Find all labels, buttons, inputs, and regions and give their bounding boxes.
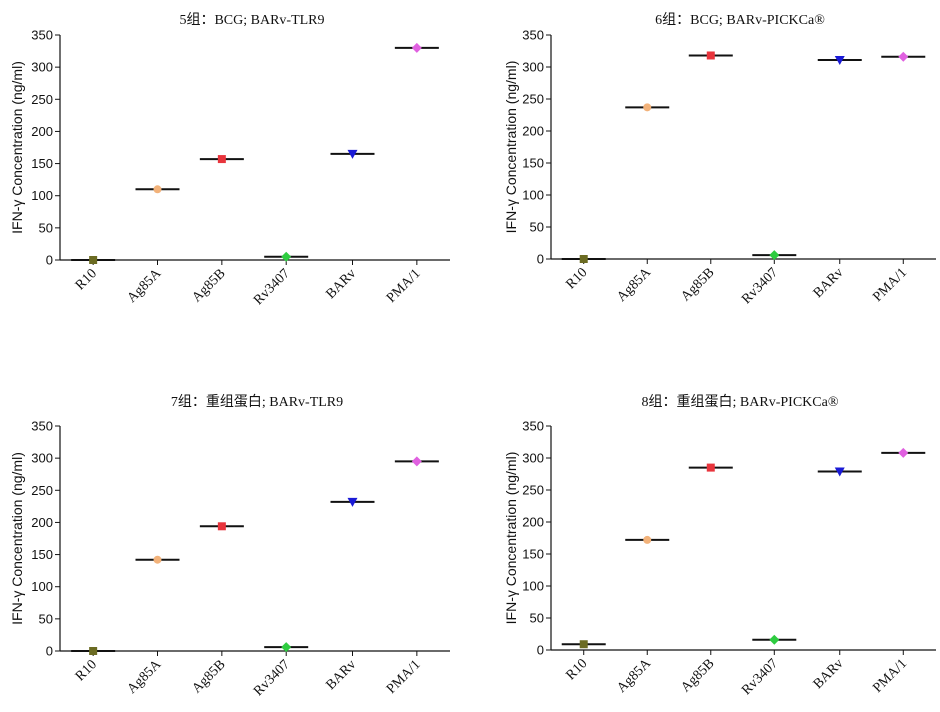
data-point	[217, 522, 226, 531]
x-tick-label: BARv	[323, 657, 359, 693]
y-axis-label: IFN-γ Concentration (ng/ml)	[9, 61, 25, 234]
x-tick-label: Ag85B	[189, 657, 228, 696]
y-tick-label: 300	[522, 451, 544, 466]
data-point	[834, 467, 845, 477]
y-tick-label: 0	[46, 253, 53, 268]
data-point	[411, 42, 422, 53]
data-point	[769, 634, 780, 645]
y-tick-label: 150	[522, 547, 544, 562]
y-axis-label: IFN-γ Concentration (ng/ml)	[9, 452, 25, 625]
x-tick-label: Rv3407	[251, 657, 293, 699]
x-tick-label: R10	[73, 657, 100, 684]
x-tick-label: Ag85A	[614, 265, 654, 305]
x-tick-label: PMA/1	[384, 266, 424, 306]
data-point	[89, 647, 98, 655]
data-point	[769, 250, 780, 261]
chart-panel-3: 7组：重组蛋白; BARv-TLR9 0 50 100 150 200 250 300 350 I…	[9, 394, 450, 699]
y-tick-label: 250	[31, 92, 53, 107]
y-tick-label: 250	[31, 483, 53, 498]
x-tick-label: Rv3407	[251, 266, 293, 308]
x-tick-label: R10	[563, 265, 590, 292]
chart-title: 8组：重组蛋白; BARv-PICKCa®	[642, 394, 839, 410]
x-tick-label: BARv	[811, 265, 847, 301]
y-tick-label: 50	[530, 611, 544, 626]
y-tick-label: 300	[31, 451, 53, 466]
chart-title: 6组：BCG; BARv-PICKCa®	[655, 12, 825, 28]
x-tick-label: Ag85B	[189, 266, 228, 305]
y-tick-label: 150	[31, 156, 53, 171]
data-point	[579, 640, 588, 649]
data-point	[153, 555, 162, 564]
x-tick-label: BARv	[811, 656, 847, 692]
y-tick-label: 350	[31, 419, 53, 434]
y-tick-label: 100	[31, 188, 53, 203]
data-point	[579, 255, 588, 263]
y-tick-label: 100	[522, 579, 544, 594]
y-tick-label: 50	[39, 220, 53, 235]
y-tick-label: 250	[522, 483, 544, 498]
y-tick-label: 100	[522, 188, 544, 203]
y-axis-label: IFN-γ Concentration (ng/ml)	[503, 61, 519, 234]
y-tick-label: 50	[39, 611, 53, 626]
x-tick-label: PMA/1	[384, 657, 424, 697]
y-tick-label: 200	[522, 124, 544, 139]
data-point	[643, 535, 652, 544]
x-tick-label: PMA/1	[870, 656, 910, 696]
y-tick-label: 0	[537, 643, 544, 658]
x-tick-label: Ag85A	[614, 656, 654, 696]
y-tick-label: 0	[46, 644, 53, 659]
y-axis-label: IFN-γ Concentration (ng/ml)	[503, 452, 519, 625]
x-tick-label: PMA/1	[870, 265, 910, 305]
x-tick-label: R10	[73, 266, 100, 293]
data-point	[347, 497, 358, 507]
data-point	[706, 463, 715, 472]
x-tick-label: Ag85A	[125, 266, 165, 306]
chart-title: 5组：BCG; BARv-TLR9	[179, 12, 324, 28]
y-tick-label: 200	[31, 124, 53, 139]
data-point	[89, 256, 98, 264]
y-tick-label: 200	[522, 515, 544, 530]
y-tick-label: 250	[522, 92, 544, 107]
data-point	[643, 103, 652, 112]
chart-panel-2: 6组：BCG; BARv-PICKCa® 0 50 100 150 200 250 300 35…	[503, 12, 936, 307]
x-tick-label: BARv	[323, 266, 359, 302]
chart-title: 7组：重组蛋白; BARv-TLR9	[171, 394, 343, 410]
data-point	[217, 155, 226, 164]
x-tick-label: Ag85A	[125, 657, 165, 697]
x-tick-label: Ag85B	[678, 656, 717, 695]
y-tick-label: 200	[31, 515, 53, 530]
data-point	[834, 55, 845, 65]
data-point	[347, 149, 358, 159]
y-tick-label: 350	[522, 28, 544, 43]
y-tick-label: 0	[537, 252, 544, 267]
y-tick-label: 50	[530, 220, 544, 235]
y-tick-label: 150	[522, 156, 544, 171]
data-point	[281, 642, 292, 653]
y-tick-label: 350	[31, 28, 53, 43]
data-point	[281, 251, 292, 262]
x-tick-label: R10	[563, 656, 590, 683]
data-point	[411, 456, 422, 467]
data-point	[153, 185, 162, 194]
chart-panel-4: 8组：重组蛋白; BARv-PICKCa® 0 50 100 150 200 250 300 3…	[503, 394, 936, 698]
chart-panel-1: 5组：BCG; BARv-TLR9 0 50 100 150 200 250 300 350 IF…	[9, 12, 450, 308]
data-point	[898, 51, 909, 62]
y-tick-label: 150	[31, 547, 53, 562]
y-tick-label: 350	[522, 419, 544, 434]
data-point	[898, 447, 909, 458]
y-tick-label: 100	[31, 579, 53, 594]
data-point	[706, 51, 715, 60]
x-tick-label: Ag85B	[678, 265, 717, 304]
x-tick-label: Rv3407	[739, 265, 781, 307]
y-tick-label: 300	[522, 60, 544, 75]
y-tick-label: 300	[31, 60, 53, 75]
x-tick-label: Rv3407	[739, 656, 781, 698]
